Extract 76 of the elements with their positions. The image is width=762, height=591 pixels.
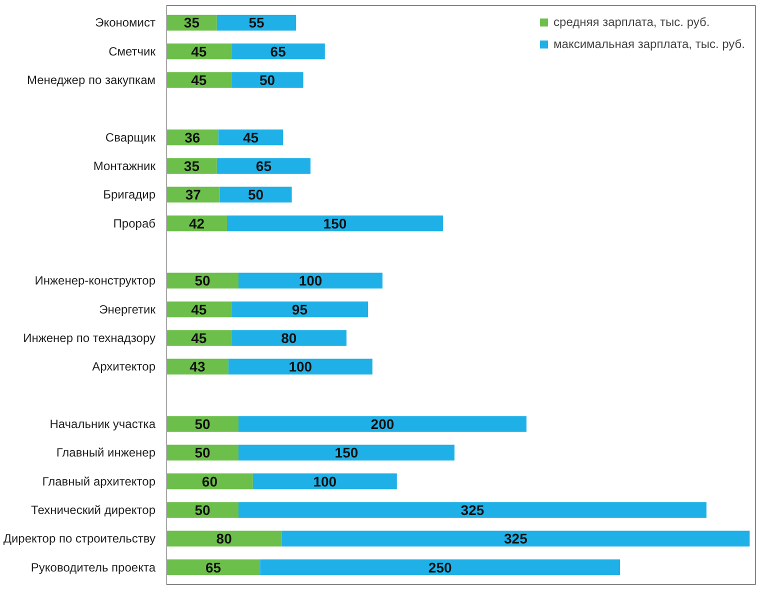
data-label: 35	[184, 158, 200, 174]
bar	[166, 502, 238, 518]
bar	[166, 330, 232, 346]
bar	[260, 559, 620, 576]
data-label: 43	[190, 358, 206, 375]
y-tick-label: Директор по строительству	[3, 532, 156, 546]
data-label: 65	[256, 158, 272, 174]
data-label: 45	[191, 330, 207, 346]
y-tick-label: Сметчик	[108, 44, 156, 58]
y-tick-label: Менеджер по закупкам	[26, 73, 156, 88]
data-label: 80	[281, 330, 297, 346]
bar	[238, 502, 706, 518]
data-label: 250	[428, 559, 452, 576]
data-label: 37	[185, 186, 202, 203]
data-label: 100	[298, 272, 322, 289]
data-label: 150	[323, 215, 347, 232]
y-tick-label: Сварщик	[105, 130, 156, 144]
y-tick-label: Бригадир	[103, 188, 156, 202]
y-tick-label: Инженер по технадзору	[23, 330, 156, 345]
bar	[226, 215, 443, 232]
bar	[238, 272, 382, 289]
bar	[166, 530, 282, 547]
data-label: 100	[313, 473, 337, 490]
data-label: 200	[370, 416, 394, 432]
data-label: 50	[194, 502, 210, 518]
bar	[238, 444, 454, 461]
y-tick-label: Технический директор	[31, 502, 156, 517]
bar	[216, 158, 310, 174]
bar	[231, 43, 325, 60]
y-tick-label: Экономист	[95, 16, 156, 30]
data-label: 50	[260, 72, 276, 88]
data-label: 42	[188, 215, 205, 232]
bar	[282, 530, 750, 547]
data-label: 50	[194, 272, 210, 289]
data-label: 50	[194, 416, 210, 432]
data-label: 100	[288, 358, 312, 375]
bar	[238, 416, 526, 432]
bar	[231, 72, 304, 88]
bar	[166, 416, 238, 432]
legend-label: максимальная зарплата, тыс. руб.	[554, 37, 745, 51]
data-label: 60	[202, 473, 218, 490]
y-tick-label: Архитектор	[92, 360, 156, 374]
y-tick-label: Начальник участка	[50, 416, 156, 431]
bar	[220, 186, 292, 203]
bar	[166, 72, 232, 88]
data-label: 55	[248, 14, 264, 31]
data-label: 45	[191, 72, 207, 88]
data-label: 50	[248, 186, 264, 203]
bar	[166, 473, 253, 490]
y-tick-label: Энергетик	[99, 302, 156, 316]
data-label: 150	[334, 444, 358, 461]
data-label: 325	[460, 502, 484, 518]
bar	[228, 358, 372, 375]
data-label: 80	[216, 530, 232, 547]
y-tick-label: Главный инженер	[56, 446, 156, 460]
bar	[216, 14, 296, 31]
data-label: 50	[194, 444, 210, 461]
y-tick-label: Руководитель проекта	[30, 560, 156, 574]
legend-label: средняя зарплата, тыс. руб.	[554, 15, 710, 29]
data-label: 35	[184, 14, 200, 31]
y-tick-label: Инженер-конструктор	[34, 274, 156, 288]
data-label: 65	[270, 43, 286, 60]
bar	[166, 559, 260, 576]
data-label: 95	[292, 301, 308, 318]
bar	[252, 473, 397, 490]
data-label: 45	[191, 301, 207, 318]
y-tick-label: Главный архитектор	[42, 474, 156, 488]
data-label: 325	[504, 530, 528, 547]
y-tick-label: Прораб	[113, 216, 156, 230]
data-label: 45	[242, 129, 259, 146]
data-label: 45	[191, 43, 207, 60]
bar	[231, 330, 346, 346]
bar	[231, 301, 368, 318]
data-label: 65	[206, 559, 222, 576]
data-label: 36	[184, 129, 200, 146]
y-tick-label: Монтажник	[93, 159, 156, 174]
